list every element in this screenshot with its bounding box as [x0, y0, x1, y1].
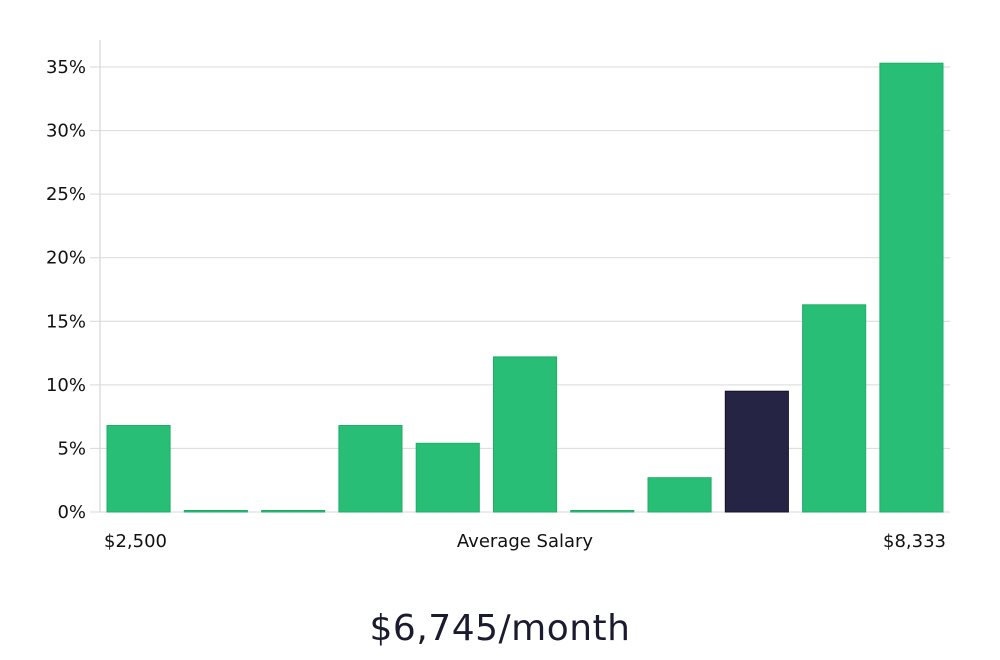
bar	[647, 477, 712, 513]
bar	[879, 62, 944, 513]
bar	[802, 304, 867, 513]
y-tick-label: 0%	[57, 502, 86, 523]
y-tick-label: 10%	[46, 375, 86, 396]
y-tick-label: 35%	[46, 57, 86, 78]
bar	[415, 442, 480, 513]
x-axis-title: Average Salary	[457, 531, 594, 552]
bar	[183, 510, 248, 513]
bar-highlighted	[724, 390, 789, 513]
y-tick-label: 5%	[57, 438, 86, 459]
y-tick-label: 15%	[46, 311, 86, 332]
bar	[338, 425, 403, 513]
y-tick-label: 25%	[46, 184, 86, 205]
bars	[106, 62, 944, 513]
average-salary-headline: $6,745/month	[369, 608, 631, 649]
x-min-label: $2,500	[104, 531, 167, 552]
x-max-label: $8,333	[883, 531, 946, 552]
bar	[106, 425, 171, 513]
y-tick-label: 30%	[46, 121, 86, 142]
bar	[570, 510, 635, 513]
y-axis-ticks: 0% 5% 10% 15% 20% 25% 30% 35%	[46, 57, 86, 523]
bar	[261, 510, 326, 513]
y-tick-label: 20%	[46, 248, 86, 269]
bar	[493, 356, 558, 513]
